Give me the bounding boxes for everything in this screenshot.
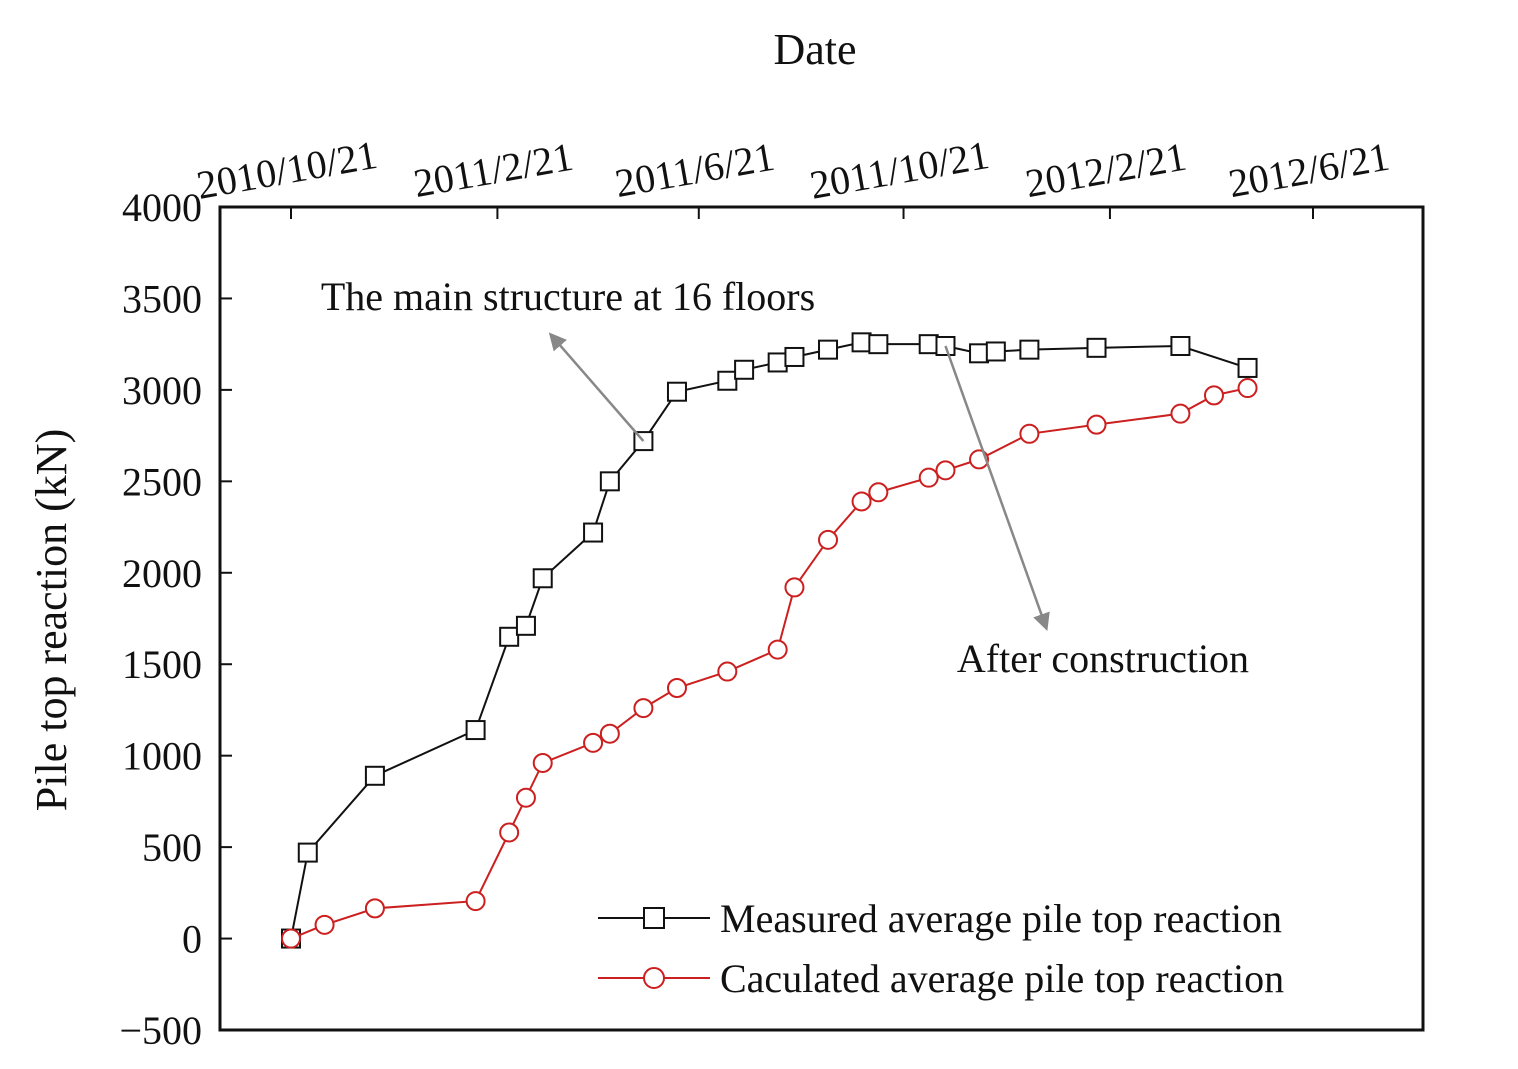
y-tick-label: 500 xyxy=(142,825,202,870)
data-point-measured xyxy=(868,334,889,355)
legend: Measured average pile top reaction Cacul… xyxy=(598,896,1284,1001)
data-point-measured xyxy=(1170,335,1191,356)
x-tick-label: 2012/6/21 xyxy=(1225,134,1393,206)
data-point-calculated xyxy=(935,460,956,481)
data-point-measured xyxy=(818,339,839,360)
data-point-measured xyxy=(851,332,872,353)
data-point-calculated xyxy=(583,732,604,753)
x-tick-label: 2010/10/21 xyxy=(193,132,380,208)
legend-label-calculated: Caculated average pile top reaction xyxy=(720,956,1284,1001)
series-measured xyxy=(281,332,1258,949)
data-point-measured xyxy=(297,842,318,863)
y-tick-label: 3500 xyxy=(122,276,202,321)
data-point-calculated xyxy=(1170,403,1191,424)
y-tick-label: −500 xyxy=(119,1008,202,1053)
legend-label-measured: Measured average pile top reaction xyxy=(720,896,1282,941)
data-point-calculated xyxy=(851,491,872,512)
data-point-calculated xyxy=(1203,385,1224,406)
data-point-measured xyxy=(1086,337,1107,358)
x-tick-label: 2012/2/21 xyxy=(1022,134,1190,206)
data-point-calculated xyxy=(532,752,553,773)
data-point-calculated xyxy=(314,914,335,935)
data-point-calculated xyxy=(868,482,889,503)
data-point-calculated xyxy=(1019,423,1040,444)
y-tick-label: 2500 xyxy=(122,459,202,504)
data-point-calculated xyxy=(1237,378,1258,399)
y-tick-label: 1500 xyxy=(122,642,202,687)
data-point-measured xyxy=(1237,357,1258,378)
data-point-calculated xyxy=(717,661,738,682)
legend-marker-measured xyxy=(643,907,665,929)
x-tick-label: 2011/10/21 xyxy=(807,132,993,208)
data-point-measured xyxy=(918,334,939,355)
data-point-calculated xyxy=(918,467,939,488)
y-tick-label: 3000 xyxy=(122,368,202,413)
y-tick-label: 0 xyxy=(182,917,202,962)
data-point-calculated xyxy=(599,723,620,744)
data-point-measured xyxy=(583,522,604,543)
data-point-measured xyxy=(515,615,536,636)
plot-frame xyxy=(218,205,1425,1032)
data-point-measured xyxy=(969,343,990,364)
data-point-calculated xyxy=(465,891,486,912)
x-tick-label: 2011/6/21 xyxy=(612,134,778,206)
y-tick-label: 1000 xyxy=(122,734,202,779)
x-tick-label: 2011/2/21 xyxy=(410,134,576,206)
annotation-after-construction: After construction xyxy=(957,636,1249,681)
data-point-measured xyxy=(465,720,486,741)
x-axis-title: Date xyxy=(773,25,856,74)
y-tick-label: 4000 xyxy=(122,185,202,230)
data-point-calculated xyxy=(633,698,654,719)
data-point-measured xyxy=(784,346,805,367)
data-point-calculated xyxy=(767,639,788,660)
data-point-calculated xyxy=(784,577,805,598)
legend-marker-calculated xyxy=(643,967,665,989)
annotation-arrow xyxy=(944,345,1050,631)
y-tick-label: 2000 xyxy=(122,551,202,596)
data-point-calculated xyxy=(818,529,839,550)
data-point-measured xyxy=(767,352,788,373)
data-point-calculated xyxy=(281,928,301,949)
data-point-measured xyxy=(717,370,738,391)
data-point-calculated xyxy=(1086,414,1107,435)
data-point-measured xyxy=(1019,339,1040,360)
annotation-main-structure: The main structure at 16 floors xyxy=(321,274,815,319)
data-point-calculated xyxy=(515,787,536,808)
data-point-calculated xyxy=(666,677,687,698)
data-point-measured xyxy=(985,341,1006,362)
data-point-measured xyxy=(532,568,553,589)
annotation-arrow xyxy=(548,332,645,442)
y-axis-title: Pile top reaction (kN) xyxy=(27,429,76,811)
data-point-measured xyxy=(499,626,520,647)
data-point-measured xyxy=(599,471,620,492)
data-point-measured xyxy=(734,359,755,380)
data-point-calculated xyxy=(364,898,385,919)
data-point-measured xyxy=(666,381,687,402)
data-point-calculated xyxy=(499,822,520,843)
data-point-measured xyxy=(364,765,385,786)
